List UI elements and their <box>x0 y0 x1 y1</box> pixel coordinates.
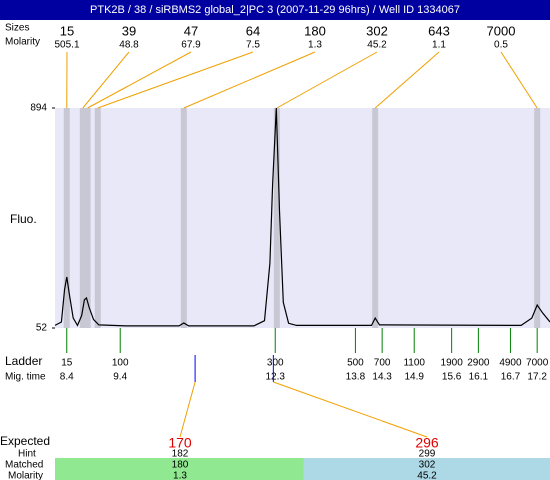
peak-band <box>372 108 379 328</box>
peak-connector <box>87 51 192 109</box>
peak-molarity: 67.9 <box>181 40 201 51</box>
ladder-time: 12.3 <box>266 372 286 383</box>
peak-molarity: 0.5 <box>494 40 508 51</box>
molarity-value: 1.3 <box>173 471 187 480</box>
peaks-molarity-label: Molarity <box>5 37 40 48</box>
expected-value: 170 <box>168 435 192 451</box>
peak-size: 39 <box>122 23 136 38</box>
peak-connector <box>500 51 538 109</box>
peak-connector <box>82 51 130 109</box>
expected-connector <box>179 381 196 438</box>
y-tick-label: 894 <box>30 103 47 114</box>
ladder-size: 300 <box>267 358 284 369</box>
peak-size: 15 <box>60 23 74 38</box>
ladder-size: 100 <box>112 358 129 369</box>
expected-label: Expected <box>0 434 50 448</box>
matched-label: Matched <box>5 460 43 471</box>
ladder-time: 14.3 <box>372 372 392 383</box>
ladder-time: 15.6 <box>442 372 462 383</box>
expected-value: 296 <box>415 435 439 451</box>
ladder-size: 500 <box>347 358 364 369</box>
molarity-value: 45.2 <box>417 471 437 480</box>
peak-molarity: 7.5 <box>246 40 260 51</box>
ladder-label: Ladder <box>5 354 42 368</box>
peak-connector <box>97 51 254 109</box>
hint-value: 299 <box>419 449 436 460</box>
peak-molarity: 1.3 <box>308 40 322 51</box>
peak-size: 47 <box>184 23 198 38</box>
peak-band <box>273 108 280 328</box>
ladder-size: 1100 <box>403 358 425 369</box>
ladder-size: 700 <box>374 358 391 369</box>
exp-molarity-label: Molarity <box>8 471 43 480</box>
peak-band <box>94 108 101 328</box>
peak-band <box>180 108 187 328</box>
ladder-time: 8.4 <box>60 372 74 383</box>
peak-size: 643 <box>428 23 450 38</box>
y-tick-label: 52 <box>36 323 48 334</box>
ladder-size: 2900 <box>467 358 490 369</box>
trace <box>54 107 550 327</box>
peak-band <box>84 108 91 328</box>
peak-size: 302 <box>366 23 388 38</box>
hint-value: 182 <box>172 449 189 460</box>
peak-size: 64 <box>246 23 260 38</box>
ladder-time: 17.2 <box>527 372 547 383</box>
ladder-time: 9.4 <box>113 372 127 383</box>
expected-connector <box>273 381 428 438</box>
peak-band <box>63 108 70 328</box>
y-label: Fluo. <box>10 212 37 226</box>
peak-molarity: 505.1 <box>54 40 79 51</box>
matched-bar <box>303 458 550 480</box>
header-bar <box>0 0 550 20</box>
ladder-time: 16.7 <box>501 372 521 383</box>
peak-band <box>534 108 541 328</box>
peak-connector <box>276 51 378 109</box>
ladder-size: 7000 <box>526 358 549 369</box>
peak-connector <box>183 51 316 109</box>
ladder-time: 16.1 <box>469 372 489 383</box>
header-title: PTK2B / 38 / siRBMS2 global_2|PC 3 (2007… <box>90 4 460 16</box>
peak-molarity: 45.2 <box>367 40 387 51</box>
peak-size: 7000 <box>487 23 516 38</box>
ladder-time: 14.9 <box>404 372 424 383</box>
hint-label: Hint <box>18 449 36 460</box>
ladder-size: 1900 <box>441 358 464 369</box>
ladder-time: 13.8 <box>346 372 366 383</box>
peak-connector <box>374 51 440 109</box>
ladder-size: 15 <box>61 358 73 369</box>
plot-area <box>55 108 550 328</box>
peak-size: 180 <box>304 23 326 38</box>
matched-value: 180 <box>172 460 189 471</box>
matched-bar <box>55 458 304 480</box>
peak-molarity: 1.1 <box>432 40 446 51</box>
ladder-time-label: Mig. time <box>5 372 46 383</box>
ladder-size: 4900 <box>499 358 522 369</box>
peaks-size-label: Sizes <box>5 23 29 34</box>
matched-value: 302 <box>419 460 436 471</box>
peak-band <box>79 108 86 328</box>
peak-molarity: 48.8 <box>119 40 139 51</box>
